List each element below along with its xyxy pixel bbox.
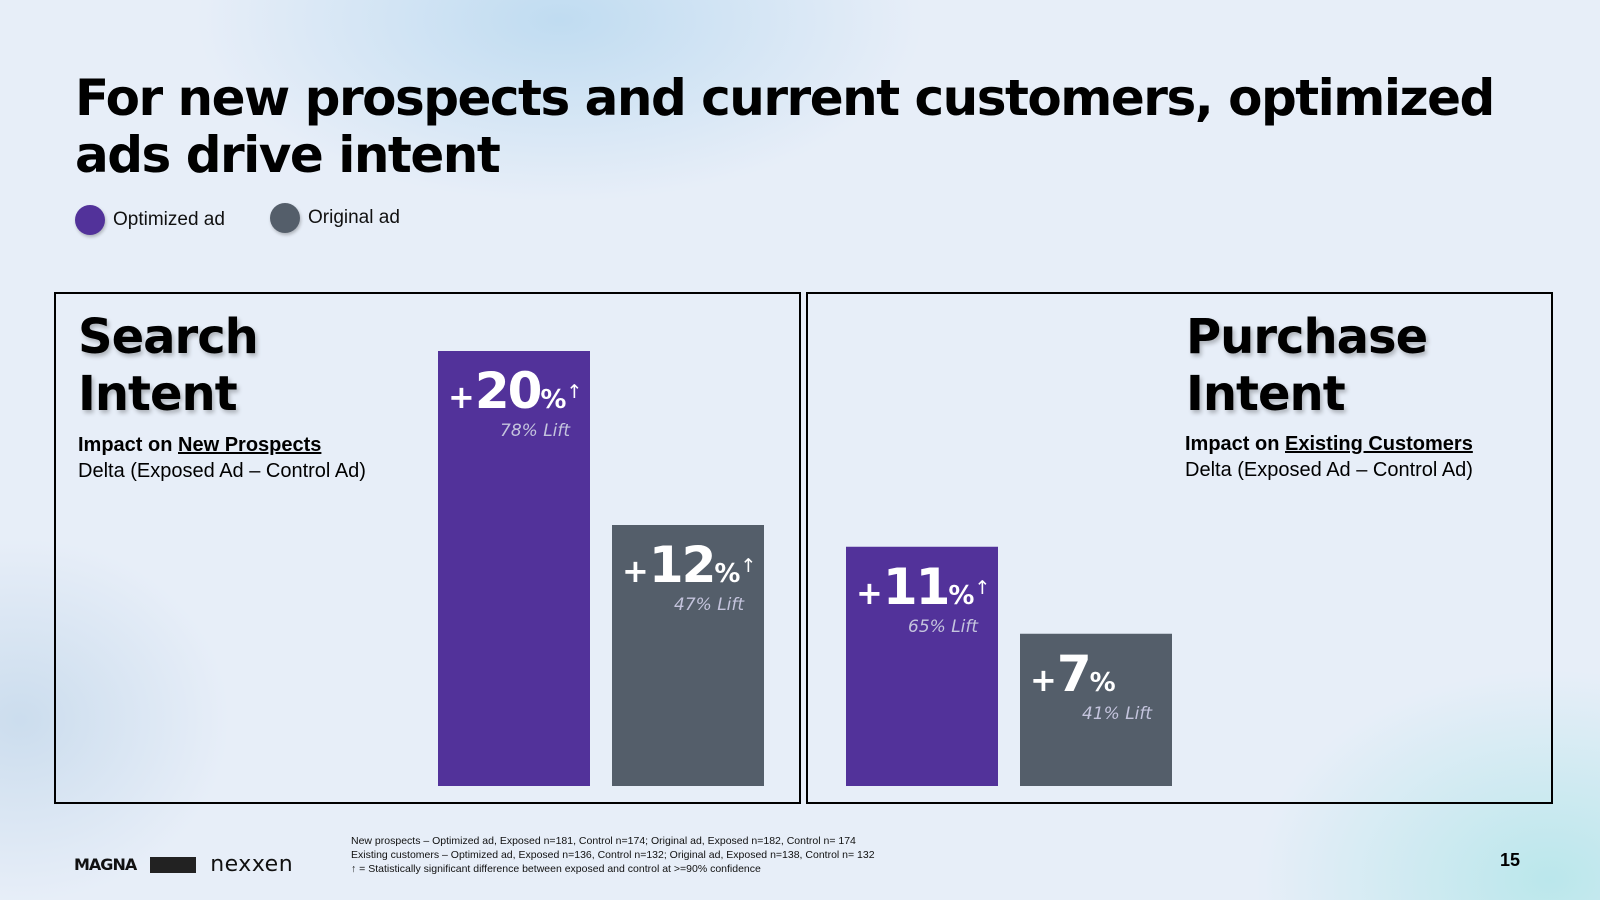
search-value-label-optimized: +20%↑ — [448, 362, 582, 420]
purchase-value-label-optimized: +11%↑ — [856, 558, 990, 616]
purchase-intent-impact: Impact on Existing Customers Delta (Expo… — [1185, 431, 1473, 483]
legend-label-optimized: Optimized ad — [113, 209, 225, 230]
search-lift-label-original: 47% Lift — [674, 595, 745, 615]
impact-prefix: Impact on — [1185, 433, 1286, 455]
purchase-bar-original — [1020, 633, 1172, 786]
partner-logo — [150, 856, 197, 873]
search-bar-optimized — [438, 351, 590, 786]
purchase-lift-label-optimized: 65% Lift — [908, 617, 979, 637]
search-lift-label-optimized: 78% Lift — [500, 421, 571, 441]
search-intent-title-line1: Search — [78, 309, 259, 365]
legend-label-original: Original ad — [308, 207, 400, 228]
purchase-intent-title-line1: Purchase — [1186, 309, 1428, 365]
legend-item-original: Original ad — [270, 203, 400, 233]
purchase-intent-title-line2: Intent — [1186, 366, 1346, 422]
purchase-lift-label-original: 41% Lift — [1082, 704, 1153, 724]
purchase-intent-title: Purchase Intent — [1186, 309, 1428, 423]
impact-target-existing-customers: Existing Customers — [1285, 433, 1473, 455]
footnotes: New prospects – Optimized ad, Exposed n=… — [351, 834, 875, 876]
magna-logo: MAGNA — [74, 855, 137, 874]
search-intent-title-line2: Intent — [78, 366, 238, 422]
delta-caption: Delta (Exposed Ad – Control Ad) — [1185, 459, 1473, 481]
search-intent-impact: Impact on New Prospects Delta (Exposed A… — [78, 432, 366, 484]
purchase-bar-optimized — [846, 546, 998, 786]
footnote-significance: ↑ = Statistically significant difference… — [351, 863, 761, 875]
search-value-label-original: +12%↑ — [622, 536, 756, 594]
search-intent-title: Search Intent — [78, 309, 259, 423]
delta-caption: Delta (Exposed Ad – Control Ad) — [78, 460, 366, 482]
page-number: 15 — [1500, 850, 1521, 870]
legend-swatch-original — [270, 203, 300, 233]
legend-swatch-optimized — [75, 205, 105, 235]
purchase-intent-panel: Purchase Intent Impact on Existing Custo… — [806, 292, 1553, 804]
impact-target-new-prospects: New Prospects — [178, 434, 322, 456]
footer-logos: MAGNA nexxen — [74, 852, 293, 877]
footnote-new-prospects: New prospects – Optimized ad, Exposed n=… — [351, 835, 856, 847]
legend-item-optimized: Optimized ad — [75, 205, 225, 235]
page-title: For new prospects and current customers,… — [75, 69, 1495, 184]
nexxen-logo: nexxen — [210, 852, 294, 877]
footnote-existing-customers: Existing customers – Optimized ad, Expos… — [351, 849, 875, 861]
search-intent-panel: Search Intent Impact on New Prospects De… — [54, 292, 801, 804]
impact-prefix: Impact on — [78, 434, 179, 456]
search-bar-original — [612, 525, 764, 786]
purchase-value-label-original: +7% — [1030, 645, 1116, 703]
